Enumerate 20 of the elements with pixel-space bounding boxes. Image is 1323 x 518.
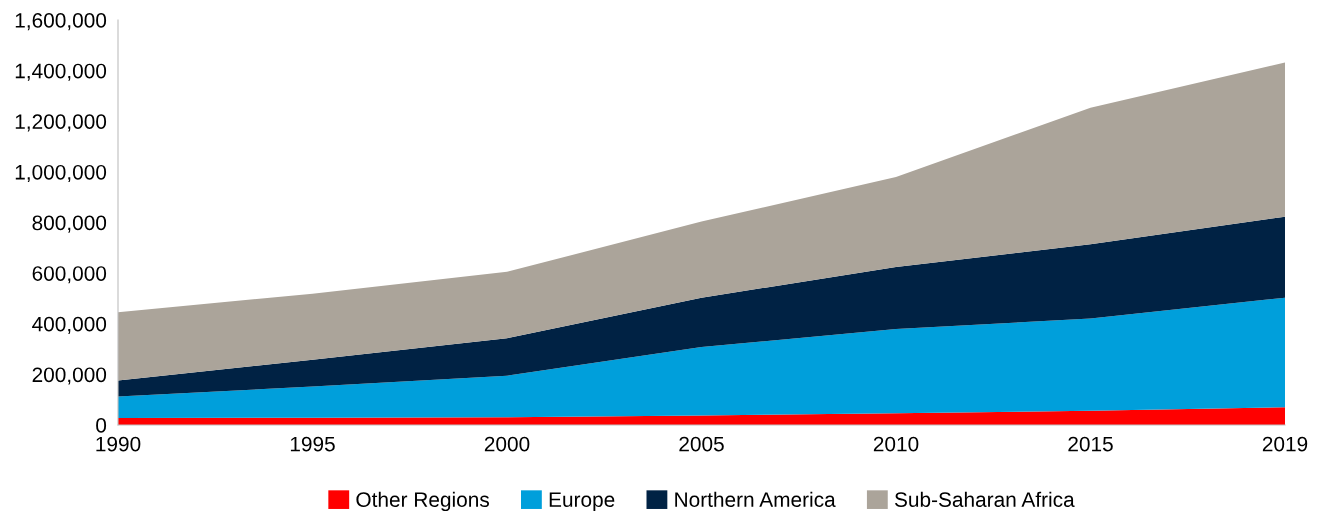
x-tick-label: 1995 bbox=[290, 436, 335, 452]
y-tick-label: 1,600,000 bbox=[15, 13, 107, 31]
y-tick-label: 800,000 bbox=[32, 215, 107, 233]
legend-label: Northern America bbox=[675, 491, 836, 507]
y-tick-label: 400,000 bbox=[32, 316, 107, 334]
x-tick-label: 2019 bbox=[1262, 436, 1308, 452]
legend-label: Europe bbox=[549, 492, 615, 512]
y-tick-label: 0 bbox=[96, 418, 107, 433]
y-tick-label: 1,000,000 bbox=[15, 164, 107, 183]
y-tick-label: 200,000 bbox=[32, 367, 107, 385]
y-tick-label: 600,000 bbox=[32, 266, 107, 284]
x-tick-label: 2015 bbox=[1068, 436, 1113, 452]
y-tick-label: 1,200,000 bbox=[15, 114, 107, 132]
legend-label: Sub-Saharan Africa bbox=[894, 491, 1075, 507]
x-tick-label: 1990 bbox=[96, 436, 141, 452]
y-tick-label: 1,400,000 bbox=[15, 63, 107, 81]
x-tick-label: 2000 bbox=[484, 436, 530, 452]
x-tick-label: 2010 bbox=[873, 436, 919, 452]
x-tick-label: 2005 bbox=[679, 436, 724, 452]
legend-label: Other Regions bbox=[356, 491, 489, 512]
